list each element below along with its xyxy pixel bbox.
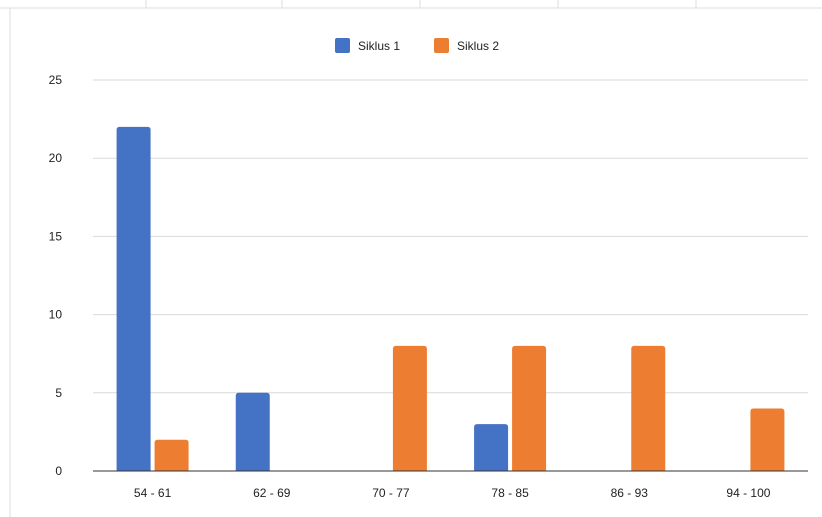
x-tick-label: 54 - 61 (134, 486, 172, 500)
legend[interactable]: Siklus 1 Siklus 2 (335, 38, 499, 53)
x-tick-label: 70 - 77 (372, 486, 410, 500)
x-axis-tick-labels: 54 - 61 62 - 69 70 - 77 78 - 85 86 - 93 94 - … (134, 486, 771, 500)
bar-siklus-2-2[interactable] (392, 345, 427, 471)
y-tick-label: 15 (49, 229, 63, 243)
bar-siklus-2-5[interactable] (750, 408, 785, 471)
bar-siklus-2-4[interactable] (631, 345, 666, 471)
bar-siklus-2-3[interactable] (512, 345, 547, 471)
legend-item-siklus-2[interactable]: Siklus 2 (434, 38, 499, 53)
legend-item-siklus-1[interactable]: Siklus 1 (335, 38, 400, 53)
gridlines (93, 79, 808, 394)
legend-swatch (434, 38, 449, 53)
y-axis-tick-labels: 0 5 10 15 20 25 (49, 73, 63, 478)
x-tick-label: 62 - 69 (253, 486, 291, 500)
bar-siklus-1-0[interactable] (116, 126, 151, 472)
x-tick-label: 78 - 85 (491, 486, 529, 500)
y-tick-label: 0 (55, 464, 62, 478)
x-tick-label: 86 - 93 (611, 486, 649, 500)
y-tick-label: 10 (49, 308, 63, 322)
bars (116, 126, 785, 472)
legend-label: Siklus 2 (457, 39, 499, 53)
x-tick-label: 94 - 100 (726, 486, 770, 500)
legend-label: Siklus 1 (358, 39, 400, 53)
legend-swatch (335, 38, 350, 53)
y-tick-label: 25 (49, 73, 63, 87)
y-tick-label: 5 (55, 386, 62, 400)
bar-siklus-1-1[interactable] (235, 392, 270, 471)
y-tick-label: 20 (49, 151, 63, 165)
bar-siklus-2-0[interactable] (154, 439, 189, 471)
bar-siklus-1-3[interactable] (474, 424, 509, 471)
